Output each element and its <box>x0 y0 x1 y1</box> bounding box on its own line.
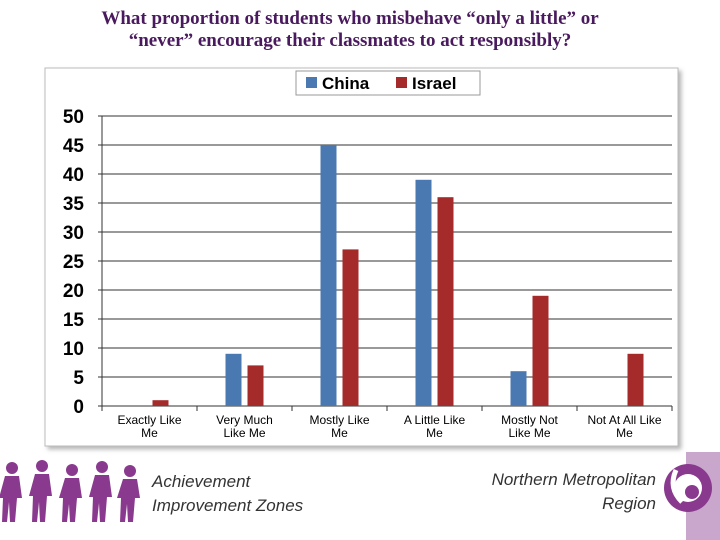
legend-box <box>295 70 481 96</box>
bar-china <box>415 179 432 406</box>
bar-israel <box>342 249 359 406</box>
children-silhouettes-icon <box>0 460 140 522</box>
bar-china <box>510 371 527 406</box>
slide-title-line-2: “never” encourage their classmates to ac… <box>128 30 572 51</box>
footer-right-line-2: Region <box>602 494 656 513</box>
bar-china <box>225 353 242 406</box>
x-tick-label: Me <box>616 426 633 440</box>
y-tick-label: 15 <box>63 310 85 331</box>
chart-legend: China Israel <box>295 70 481 96</box>
y-tick-label: 50 <box>63 107 84 128</box>
x-tick-label: Mostly Like <box>309 413 369 427</box>
x-tick-label: Me <box>331 426 348 440</box>
footer-right-text: Northern Metropolitan Region <box>492 468 656 516</box>
bar-israel <box>247 365 264 406</box>
y-tick-label: 35 <box>63 194 85 215</box>
x-tick-label: Not At All Like <box>587 413 661 427</box>
footer-left-line-1: Achievement <box>152 472 251 491</box>
y-tick-label: 10 <box>63 339 84 360</box>
y-tick-label: 45 <box>63 136 85 157</box>
legend-swatch <box>396 77 407 88</box>
legend-swatch <box>306 77 317 88</box>
footer-left-line-2: Improvement Zones <box>152 496 304 515</box>
legend-label: Israel <box>412 74 456 93</box>
bar-israel <box>627 353 644 406</box>
bar-china <box>320 145 337 406</box>
x-tick-label: Like Me <box>508 426 550 440</box>
footer-right-line-1: Northern Metropolitan <box>491 470 656 489</box>
x-tick-label: A Little Like <box>404 413 466 427</box>
bar-israel <box>532 295 549 406</box>
x-tick-label: Very Much <box>216 413 273 427</box>
region-logo-icon <box>664 452 720 540</box>
y-tick-label: 40 <box>63 165 84 186</box>
slide-title: What proportion of students who misbehav… <box>0 8 700 52</box>
bar-israel <box>152 400 169 406</box>
slide-title-line-1: What proportion of students who misbehav… <box>101 8 599 29</box>
y-tick-label: 25 <box>63 252 85 273</box>
y-tick-label: 5 <box>73 368 84 389</box>
legend-label: China <box>322 74 370 93</box>
chart-panel <box>44 67 679 447</box>
x-tick-label: Like Me <box>223 426 265 440</box>
y-tick-label: 0 <box>73 397 84 418</box>
footer-left-text: Achievement Improvement Zones <box>152 470 303 518</box>
x-tick-label: Mostly Not <box>501 413 558 427</box>
y-tick-label: 30 <box>63 223 84 244</box>
x-tick-label: Me <box>426 426 443 440</box>
y-tick-label: 20 <box>63 281 84 302</box>
bar-israel <box>437 197 454 406</box>
x-tick-label: Me <box>141 426 158 440</box>
x-tick-label: Exactly Like <box>117 413 181 427</box>
